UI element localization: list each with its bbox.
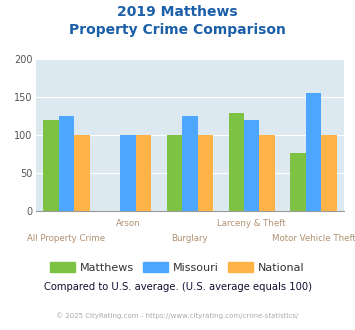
Text: 2019 Matthews: 2019 Matthews: [117, 5, 238, 19]
Text: Larceny & Theft: Larceny & Theft: [217, 219, 286, 228]
Bar: [120, 135, 136, 211]
Text: Property Crime Comparison: Property Crime Comparison: [69, 23, 286, 37]
Bar: [306, 93, 321, 211]
Text: Arson: Arson: [116, 219, 141, 228]
Bar: [321, 135, 337, 211]
Bar: [244, 120, 260, 211]
Text: Burglary: Burglary: [171, 234, 208, 243]
Bar: [43, 120, 59, 211]
Legend: Matthews, Missouri, National: Matthews, Missouri, National: [46, 258, 309, 278]
Text: All Property Crime: All Property Crime: [27, 234, 105, 243]
Bar: [229, 113, 244, 211]
Bar: [136, 135, 151, 211]
Bar: [198, 135, 213, 211]
Text: © 2025 CityRating.com - https://www.cityrating.com/crime-statistics/: © 2025 CityRating.com - https://www.city…: [56, 312, 299, 318]
Bar: [182, 115, 198, 211]
Bar: [74, 135, 89, 211]
Text: Motor Vehicle Theft: Motor Vehicle Theft: [272, 234, 355, 243]
Bar: [167, 135, 182, 211]
Bar: [260, 135, 275, 211]
Bar: [290, 153, 306, 211]
Bar: [59, 116, 74, 211]
Text: Compared to U.S. average. (U.S. average equals 100): Compared to U.S. average. (U.S. average …: [44, 282, 311, 292]
